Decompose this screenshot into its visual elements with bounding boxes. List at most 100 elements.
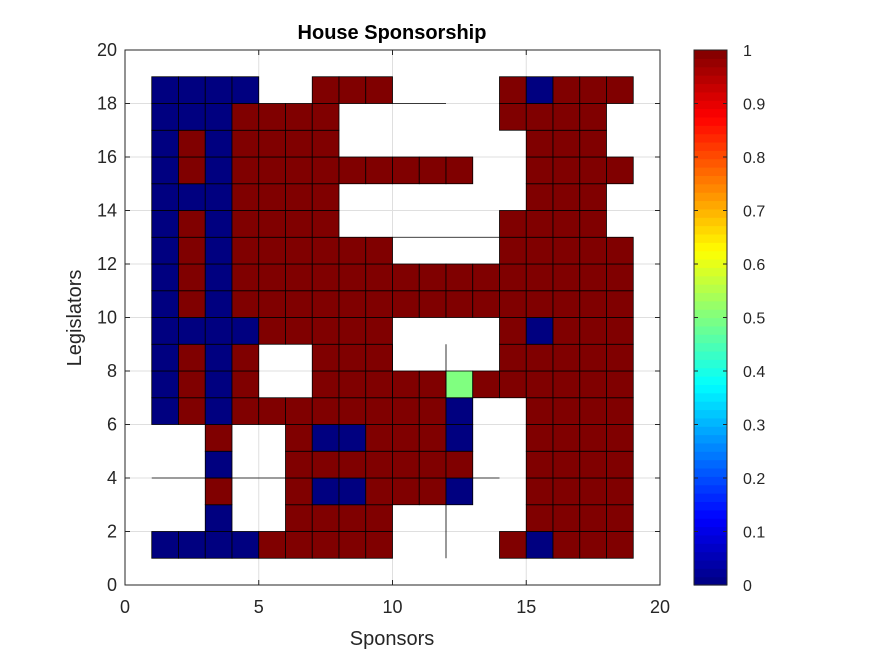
heatmap-cell — [499, 263, 527, 292]
heatmap-cell — [499, 531, 527, 559]
heatmap-cell — [285, 397, 313, 425]
heatmap-cell — [525, 183, 554, 211]
heatmap-cell — [151, 290, 179, 318]
heatmap-cell — [258, 317, 286, 345]
heatmap-cell — [204, 103, 233, 131]
colorbar-segment — [694, 568, 727, 578]
heatmap-cell — [499, 370, 527, 399]
heatmap-cell — [338, 450, 367, 479]
heatmap-cell — [579, 156, 607, 185]
heatmap-cell — [579, 183, 607, 211]
heatmap-cell — [579, 129, 607, 158]
heatmap-cell — [204, 504, 233, 532]
heatmap-cell — [365, 424, 393, 452]
y-tick-label: 20 — [97, 40, 117, 60]
heatmap-cell — [365, 290, 393, 318]
heatmap-cell — [606, 317, 634, 345]
colorbar-segment — [694, 325, 727, 335]
heatmap-cell — [606, 450, 634, 479]
heatmap-cell — [579, 236, 607, 265]
y-tick-label: 6 — [107, 415, 117, 435]
heatmap-cell — [445, 290, 474, 318]
heatmap-cell — [525, 450, 554, 479]
heatmap-cell — [311, 129, 340, 158]
heatmap-cell — [525, 343, 554, 372]
heatmap-cell — [338, 263, 367, 292]
heatmap-cell — [552, 450, 581, 479]
colorbar-segment — [694, 108, 727, 118]
heatmap-cell — [579, 370, 607, 399]
heatmap-cell — [445, 263, 474, 292]
heatmap-cell — [579, 76, 607, 104]
heatmap-cell — [311, 477, 340, 506]
heatmap-cell — [231, 531, 260, 559]
heatmap-cell — [606, 531, 634, 559]
heatmap-cell — [525, 290, 554, 318]
heatmap-cell — [338, 343, 367, 372]
heatmap-cell — [311, 76, 340, 104]
colorbar-tick-label: 0.3 — [743, 418, 765, 435]
heatmap-cell — [285, 263, 313, 292]
heatmap-cell — [204, 343, 233, 372]
heatmap-cell — [258, 156, 286, 185]
heatmap-cell — [525, 477, 554, 506]
colorbar-segment — [694, 309, 727, 319]
heatmap-cell — [392, 477, 420, 506]
colorbar-segment — [694, 208, 727, 218]
cell-outline-lines — [151, 103, 500, 559]
heatmap-cell — [151, 210, 179, 238]
heatmap-cell — [472, 290, 500, 318]
heatmap-cell — [365, 477, 393, 506]
chart-title: House Sponsorship — [298, 22, 487, 44]
heatmap-cell — [178, 236, 206, 265]
heatmap-cell — [552, 236, 581, 265]
heatmap-cell — [552, 370, 581, 399]
heatmap-cell — [285, 129, 313, 158]
heatmap-cell — [499, 343, 527, 372]
heatmap-cell — [311, 531, 340, 559]
x-tick-label: 15 — [516, 597, 536, 617]
heatmap-cell — [231, 76, 260, 104]
y-tick-label: 4 — [107, 468, 117, 488]
heatmap-cell — [579, 317, 607, 345]
heatmap-cell — [392, 263, 420, 292]
colorbar-segment — [694, 534, 727, 544]
x-axis-ticks: 0 5 10 15 20 — [120, 50, 670, 617]
colorbar-tick-label: 0.1 — [743, 525, 765, 542]
heatmap-cell — [338, 317, 367, 345]
colorbar-segment — [694, 350, 727, 360]
heatmap-cell — [579, 290, 607, 318]
y-tick-label: 8 — [107, 361, 117, 381]
heatmap-cells — [151, 76, 634, 559]
colorbar-segment — [694, 258, 727, 268]
heatmap-cell — [606, 290, 634, 318]
colorbar-segment — [694, 192, 727, 202]
heatmap-cell — [204, 397, 233, 425]
heatmap-cell — [499, 317, 527, 345]
colorbar-tick-label: 1 — [743, 43, 752, 60]
colorbar-tick-label: 0.9 — [743, 97, 765, 114]
colorbar-segment — [694, 116, 727, 126]
heatmap-cell — [552, 210, 581, 238]
colorbar-segment — [694, 434, 727, 444]
heatmap-cell — [311, 236, 340, 265]
colorbar-segment — [694, 501, 727, 511]
heatmap-cell — [499, 103, 527, 131]
colorbar-segment — [694, 267, 727, 277]
heatmap-cell — [392, 370, 420, 399]
heatmap-cell — [231, 129, 260, 158]
heatmap-cell — [552, 156, 581, 185]
heatmap-cell — [311, 103, 340, 131]
heatmap-cell — [418, 370, 447, 399]
heatmap-cell — [445, 477, 474, 506]
colorbar-segment — [694, 167, 727, 176]
heatmap-cell — [231, 263, 260, 292]
colorbar-segment — [694, 91, 727, 101]
heatmap-cell — [151, 183, 179, 211]
colorbar-segment — [694, 417, 727, 427]
heatmap-cell — [231, 156, 260, 185]
colorbar-tick-label: 0.5 — [743, 311, 765, 328]
heatmap-cell — [258, 183, 286, 211]
heatmap-cell — [285, 290, 313, 318]
heatmap-cell — [285, 236, 313, 265]
